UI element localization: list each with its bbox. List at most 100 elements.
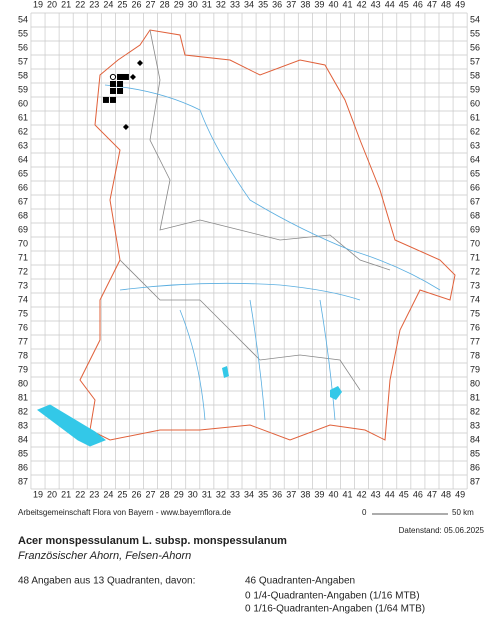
row-label: 83 (470, 420, 480, 430)
column-label: 41 (343, 489, 353, 499)
column-label: 49 (455, 489, 465, 499)
column-label: 23 (89, 489, 99, 499)
row-label: 77 (18, 336, 28, 346)
summary: 48 Angaben aus 13 Quadranten, davon: (18, 576, 195, 587)
column-label: 44 (385, 489, 395, 499)
column-label: 30 (188, 0, 198, 9)
row-label: 71 (18, 252, 28, 262)
column-label: 31 (202, 489, 212, 499)
row-label: 70 (18, 238, 28, 248)
title: Acer monspessulanum L. subsp. monspessul… (18, 535, 287, 547)
column-label: 22 (75, 489, 85, 499)
occurrence-marker (109, 96, 116, 103)
column-label: 48 (441, 0, 451, 9)
column-label: 39 (314, 0, 324, 9)
occurrence-marker (109, 73, 117, 81)
column-label: 48 (441, 489, 451, 499)
column-label: 30 (188, 489, 198, 499)
row-label: 80 (18, 378, 28, 388)
column-label: 22 (75, 0, 85, 9)
column-label: 47 (427, 0, 437, 9)
row-label: 85 (470, 448, 480, 458)
row-label: 76 (18, 322, 28, 332)
column-label: 41 (343, 0, 353, 9)
row-label: 63 (18, 140, 28, 150)
row-label: 54 (470, 14, 480, 24)
column-label: 36 (272, 489, 282, 499)
occurrence-marker (117, 80, 124, 87)
row-label: 87 (18, 476, 28, 486)
row-label: 59 (18, 84, 28, 94)
row-label: 81 (470, 392, 480, 402)
column-label: 42 (357, 0, 367, 9)
column-label: 29 (174, 489, 184, 499)
region-border (119, 29, 391, 391)
occurrence-marker (109, 80, 116, 87)
lake (222, 366, 342, 400)
row-label: 54 (18, 14, 28, 24)
row-label: 79 (470, 364, 480, 374)
column-label: 45 (399, 489, 409, 499)
row-label: 69 (470, 224, 480, 234)
column-label: 19 (33, 489, 43, 499)
column-label: 40 (328, 0, 338, 9)
column-label: 28 (160, 0, 170, 9)
row-label: 61 (470, 112, 480, 122)
column-label: 32 (216, 489, 226, 499)
column-label: 24 (103, 489, 113, 499)
scale-start: 0 (362, 508, 367, 517)
row-label: 87 (470, 476, 480, 486)
date: Datenstand: 05.06.2025 (399, 526, 485, 535)
row-label: 65 (18, 168, 28, 178)
occurrence-marker (102, 96, 109, 103)
grid (30, 12, 468, 490)
column-label: 19 (33, 0, 43, 9)
row-label: 63 (470, 140, 480, 150)
river (104, 84, 441, 421)
row-label: 84 (18, 434, 28, 444)
row-label: 77 (470, 336, 480, 346)
column-label: 45 (399, 0, 409, 9)
row-label: 74 (18, 294, 28, 304)
column-label: 46 (413, 0, 423, 9)
column-label: 35 (258, 489, 268, 499)
count: 46 Quadranten-Angaben (245, 576, 355, 587)
column-label: 33 (230, 0, 240, 9)
column-label: 23 (89, 0, 99, 9)
column-label: 28 (160, 489, 170, 499)
column-label: 38 (300, 0, 310, 9)
column-label: 43 (371, 489, 381, 499)
row-label: 78 (18, 350, 28, 360)
row-label: 72 (470, 266, 480, 276)
occurrence-marker (122, 73, 129, 80)
column-label: 42 (357, 489, 367, 499)
occurrence-marker (129, 73, 136, 80)
lake (37, 404, 106, 447)
row-label: 62 (18, 126, 28, 136)
row-label: 67 (470, 196, 480, 206)
row-label: 86 (18, 462, 28, 472)
column-label: 21 (61, 0, 71, 9)
occurrence-marker (109, 87, 116, 94)
row-label: 61 (18, 112, 28, 122)
row-label: 60 (18, 98, 28, 108)
column-label: 38 (300, 489, 310, 499)
column-label: 24 (103, 0, 113, 9)
row-label: 60 (470, 98, 480, 108)
column-label: 27 (146, 489, 156, 499)
row-label: 75 (470, 308, 480, 318)
row-label: 82 (470, 406, 480, 416)
column-label: 31 (202, 0, 212, 9)
credit: Arbeitsgemeinschaft Flora von Bayern - w… (18, 508, 232, 517)
row-label: 66 (18, 182, 28, 192)
row-label: 58 (470, 70, 480, 80)
row-label: 67 (18, 196, 28, 206)
state-border (79, 29, 456, 441)
row-label: 74 (470, 294, 480, 304)
scale-end: 50 km (452, 508, 474, 517)
row-label: 58 (18, 70, 28, 80)
row-label: 79 (18, 364, 28, 374)
row-label: 56 (470, 42, 480, 52)
column-label: 49 (455, 0, 465, 9)
row-label: 64 (18, 154, 28, 164)
